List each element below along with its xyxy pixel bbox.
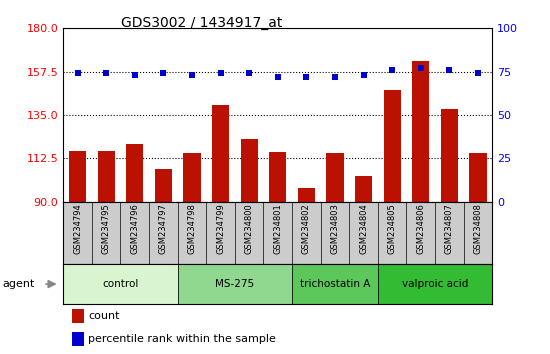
Bar (178, 264, 292, 304)
Bar (355, 176, 372, 202)
Point (245, 70, 254, 76)
Bar (441, 109, 458, 202)
Point (216, 70, 225, 76)
Text: GSM234802: GSM234802 (302, 203, 311, 254)
Bar (383, 90, 401, 202)
Bar (126, 144, 144, 202)
Bar (72, 332, 84, 346)
Text: GDS3002 / 1434917_at: GDS3002 / 1434917_at (121, 16, 282, 30)
Point (445, 67, 454, 73)
Text: count: count (88, 311, 119, 321)
Text: MS-275: MS-275 (215, 279, 255, 289)
Point (416, 65, 425, 71)
Point (273, 74, 282, 80)
Text: GSM234798: GSM234798 (188, 203, 196, 254)
Bar (240, 139, 258, 202)
Text: GSM234806: GSM234806 (416, 203, 425, 254)
Point (159, 70, 168, 76)
Point (130, 72, 139, 78)
Bar (72, 309, 84, 323)
Bar (412, 61, 430, 202)
Text: agent: agent (3, 279, 35, 289)
Point (474, 70, 482, 76)
Bar (326, 153, 344, 202)
Bar (378, 264, 492, 304)
Bar (69, 151, 86, 202)
Bar (155, 169, 172, 202)
Bar (183, 153, 201, 202)
Text: GSM234804: GSM234804 (359, 203, 368, 254)
Text: GSM234796: GSM234796 (130, 203, 139, 254)
Point (102, 70, 111, 76)
Text: GSM234794: GSM234794 (73, 203, 82, 254)
Text: percentile rank within the sample: percentile rank within the sample (88, 334, 276, 344)
Text: GSM234801: GSM234801 (273, 203, 282, 254)
Text: GSM234803: GSM234803 (331, 203, 339, 254)
Bar (269, 152, 287, 202)
Text: valproic acid: valproic acid (402, 279, 468, 289)
Bar (298, 188, 315, 202)
Point (73, 70, 82, 76)
Point (359, 72, 368, 78)
Text: GSM234800: GSM234800 (245, 203, 254, 254)
Bar (212, 105, 229, 202)
Text: control: control (102, 279, 139, 289)
Point (188, 72, 196, 78)
Text: GSM234808: GSM234808 (474, 203, 482, 254)
Bar (292, 264, 378, 304)
Bar (469, 153, 487, 202)
Point (302, 74, 311, 80)
Text: GSM234797: GSM234797 (159, 203, 168, 254)
Text: trichostatin A: trichostatin A (300, 279, 370, 289)
Text: GSM234799: GSM234799 (216, 203, 225, 254)
Point (331, 74, 339, 80)
Bar (63, 264, 178, 304)
Text: GSM234795: GSM234795 (102, 203, 111, 254)
Text: GSM234805: GSM234805 (388, 203, 397, 254)
Text: GSM234807: GSM234807 (445, 203, 454, 254)
Point (388, 67, 397, 73)
Bar (97, 151, 115, 202)
